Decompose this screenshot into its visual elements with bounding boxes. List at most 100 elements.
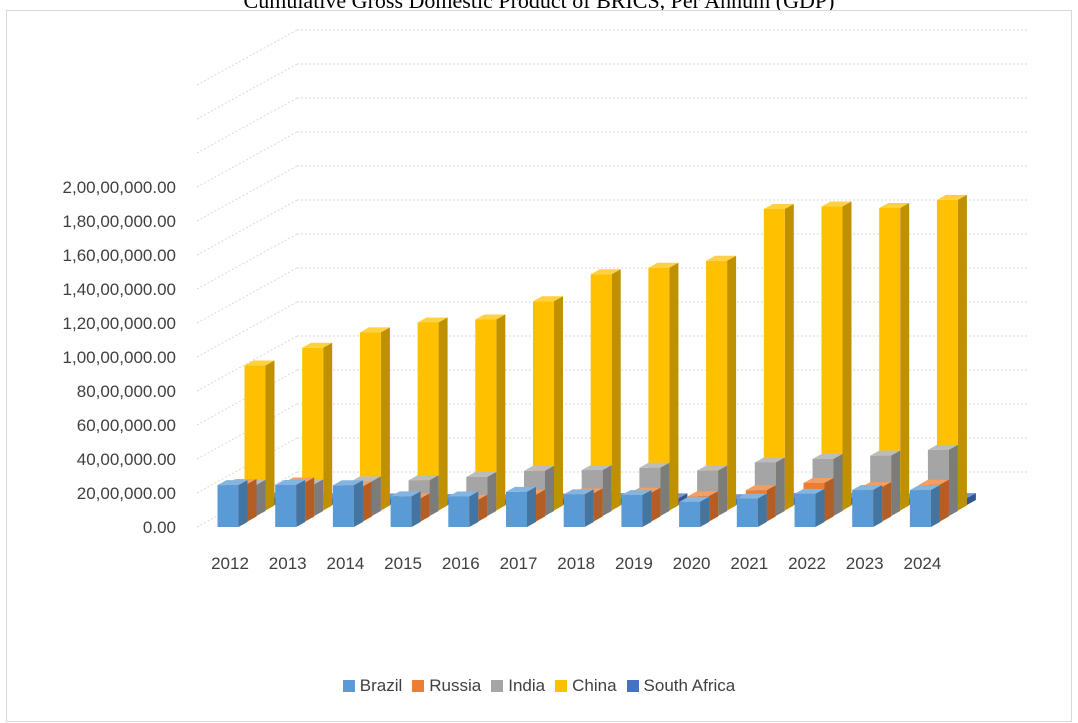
bar-china-top [821, 201, 852, 207]
bar-india-top [697, 465, 728, 471]
bar-india-top [754, 457, 785, 463]
x-tick-label: 2014 [326, 554, 364, 573]
legend-label: China [572, 676, 617, 695]
bar-india-top [812, 453, 843, 459]
bar-russia-side [362, 481, 372, 522]
legend-label: Brazil [359, 676, 403, 695]
bar-russia-top [688, 491, 719, 497]
bar-china-top [533, 296, 563, 302]
bar-russia-side [766, 485, 776, 522]
bar-india-top [639, 462, 670, 468]
bar-brazil-top [390, 491, 421, 497]
y-tick-label: 80,00,000.00 [77, 382, 176, 401]
bar-india-side [833, 453, 843, 516]
bar-brazil-side [873, 485, 883, 527]
x-tick-label: 2013 [269, 554, 307, 573]
bar-china-top [936, 194, 967, 200]
bar-brazil [736, 498, 758, 527]
bar-china-top [706, 255, 737, 261]
bar-brazil-side [757, 493, 767, 527]
bar-india-top [870, 450, 901, 456]
bar-china-top [359, 327, 390, 333]
bar-india-side [718, 465, 728, 516]
bar-china [244, 365, 266, 511]
x-tick-label: 2016 [442, 554, 480, 573]
bar-brazil-top [275, 479, 306, 485]
bar-russia-side [824, 477, 834, 522]
gridline-side [196, 335, 298, 392]
bar-india-side [429, 475, 439, 516]
bar-brazil [621, 495, 643, 527]
bar-russia-top [745, 485, 776, 491]
x-tick-label: 2019 [615, 554, 653, 573]
x-tick-label: 2012 [211, 554, 249, 573]
bar-brazil [794, 493, 816, 527]
y-tick-label: 1,80,00,000.00 [63, 212, 176, 231]
bar-russia-side [536, 489, 545, 522]
bar-brazil-top [852, 485, 883, 491]
bar-brazil-side [642, 490, 652, 527]
bar-india-side [545, 465, 554, 516]
bar-brazil-top [736, 493, 767, 499]
bar-india-side [487, 471, 497, 516]
bar-india-top [927, 444, 958, 450]
bar-china [648, 267, 670, 511]
bar-brazil-top [332, 480, 363, 486]
bar-india-top [581, 465, 612, 471]
y-tick-label: 1,60,00,000.00 [63, 246, 176, 265]
bar-india-side [891, 450, 901, 516]
bar-china-side [554, 296, 563, 511]
bar-brazil-top [506, 486, 536, 492]
bar-china-top [879, 202, 910, 208]
bar-russia-side [247, 478, 257, 522]
bar-china-top [763, 204, 794, 210]
bar-brazil [679, 501, 701, 527]
bar-india-side [314, 479, 324, 516]
bar-russia-side [882, 482, 892, 522]
bar-china [763, 209, 785, 511]
bar-brazil-side [700, 496, 710, 527]
bar-brazil-top [621, 490, 652, 496]
y-tick-label: 60,00,000.00 [77, 416, 176, 435]
x-tick-label: 2020 [673, 554, 711, 573]
bar-china [590, 274, 612, 511]
bar-china [475, 319, 497, 511]
bar-russia-side [593, 488, 603, 522]
y-tick-label: 1,00,00,000.00 [63, 348, 176, 367]
legend-label: South Africa [643, 676, 736, 695]
bar-china-top [475, 314, 506, 320]
legend-item: South Africa [626, 676, 736, 696]
y-tick-label: 40,00,000.00 [77, 450, 176, 469]
bar-china-side [323, 342, 333, 511]
bar-china-side [496, 314, 506, 511]
bar-china-top [302, 342, 333, 348]
bar-russia-side [305, 477, 315, 522]
bar-brazil-side [411, 491, 421, 527]
legend-swatch [555, 680, 568, 692]
gridline-side [196, 301, 298, 358]
bar-india-side [660, 462, 670, 516]
y-tick-label: 20,00,000.00 [77, 484, 176, 503]
bar-brazil [563, 494, 585, 527]
bar-russia-side [651, 487, 661, 522]
bar-russia-side [420, 493, 430, 522]
y-tick-label: 1,40,00,000.00 [63, 280, 176, 299]
bar-brazil-side [353, 480, 363, 527]
bar-brazil-top [794, 488, 825, 494]
y-tick-label: 0.00 [143, 518, 176, 537]
bar-china-side [784, 204, 794, 511]
x-tick-label: 2024 [903, 554, 941, 573]
title-strip: Cumulative Gross Domestic Product of BRI… [0, 0, 1078, 10]
legend-item: Brazil [342, 676, 403, 696]
gridline-side [196, 131, 298, 188]
bar-china [706, 260, 728, 511]
bar-china-side [438, 317, 448, 511]
legend-swatch [491, 680, 504, 692]
legend-item: Russia [412, 676, 481, 696]
bar-brazil-side [527, 486, 536, 527]
bar-china-side [727, 255, 737, 511]
x-tick-label: 2021 [730, 554, 768, 573]
bar-brazil [852, 490, 874, 527]
legend-swatch [626, 680, 639, 692]
